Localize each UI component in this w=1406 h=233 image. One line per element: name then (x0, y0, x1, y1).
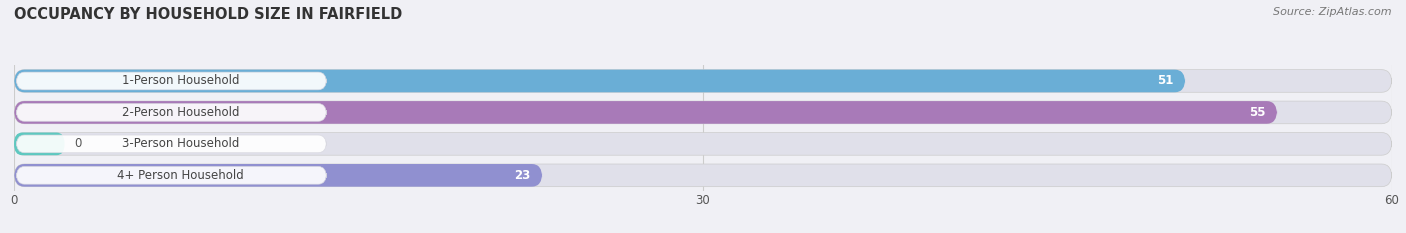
Text: 1-Person Household: 1-Person Household (122, 75, 239, 87)
Text: 0: 0 (73, 137, 82, 150)
FancyBboxPatch shape (14, 70, 1392, 92)
FancyBboxPatch shape (14, 101, 1277, 124)
FancyBboxPatch shape (17, 72, 326, 90)
FancyBboxPatch shape (14, 70, 1185, 92)
Text: Source: ZipAtlas.com: Source: ZipAtlas.com (1274, 7, 1392, 17)
FancyBboxPatch shape (14, 101, 1392, 124)
FancyBboxPatch shape (17, 167, 326, 184)
Text: 2-Person Household: 2-Person Household (122, 106, 239, 119)
Text: 55: 55 (1249, 106, 1265, 119)
Text: 51: 51 (1157, 75, 1174, 87)
FancyBboxPatch shape (17, 135, 326, 153)
FancyBboxPatch shape (14, 133, 65, 155)
FancyBboxPatch shape (14, 164, 1392, 187)
Text: 4+ Person Household: 4+ Person Household (117, 169, 243, 182)
FancyBboxPatch shape (14, 164, 543, 187)
Text: 23: 23 (515, 169, 531, 182)
Text: OCCUPANCY BY HOUSEHOLD SIZE IN FAIRFIELD: OCCUPANCY BY HOUSEHOLD SIZE IN FAIRFIELD (14, 7, 402, 22)
FancyBboxPatch shape (17, 104, 326, 121)
Text: 3-Person Household: 3-Person Household (122, 137, 239, 150)
FancyBboxPatch shape (14, 133, 1392, 155)
